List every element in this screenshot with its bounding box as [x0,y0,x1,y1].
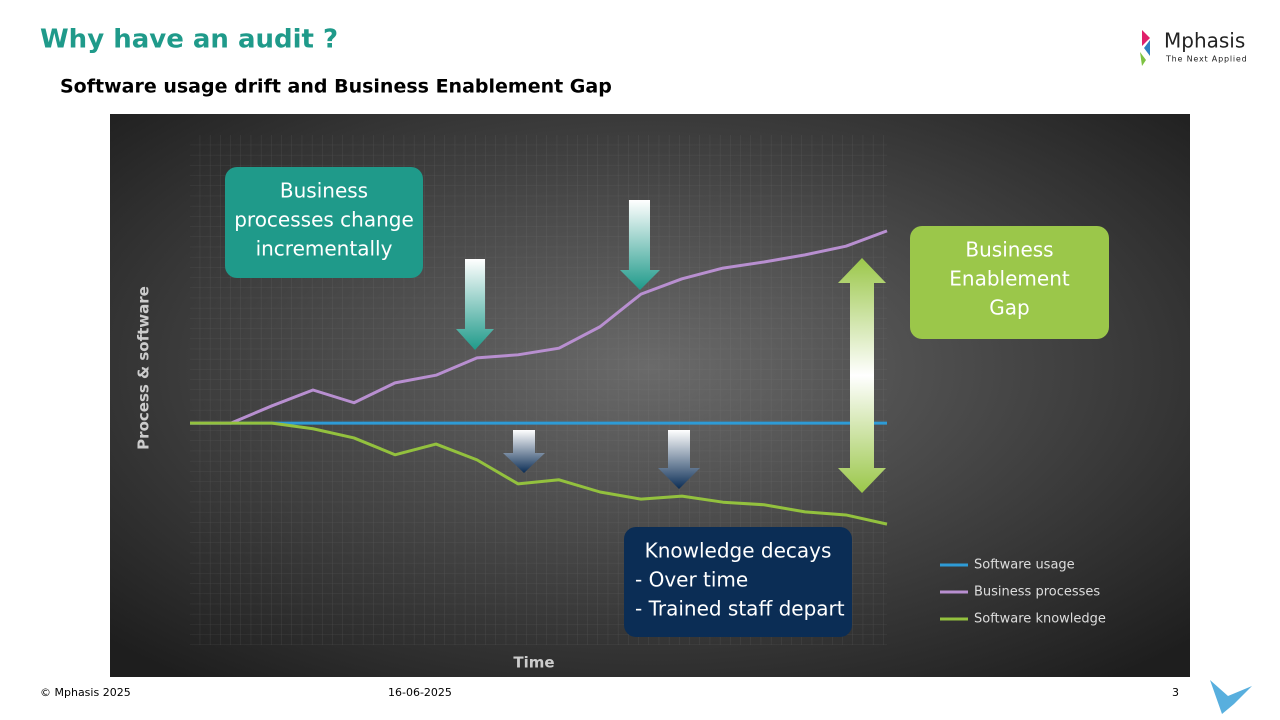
callout-box [910,226,1109,339]
footer-copyright: © Mphasis 2025 [40,686,131,699]
callout-text: - Trained staff depart [635,597,845,621]
callout-text: Enablement [949,267,1070,291]
legend-label: Software usage [974,558,1075,573]
series-line [190,421,888,526]
footer-date: 16-06-2025 [388,686,452,699]
callout-box [624,527,852,637]
callout-text: incrementally [256,237,393,261]
callout-text: Knowledge decays [645,539,832,563]
callout-text: processes change [234,208,414,232]
callout-text: - Over time [635,568,748,592]
legend-label: Business processes [974,585,1100,600]
butterfly-icon [1210,680,1252,714]
arrows [456,200,886,493]
logo: Mphasis The Next Applied [1140,29,1247,66]
page-number: 3 [1172,686,1179,699]
series-line [190,229,888,425]
callout-text: Business [965,238,1053,262]
slide-title: Why have an audit ? [40,25,338,55]
callout-text: Business [280,179,368,203]
logo-text: Mphasis [1164,29,1245,53]
y-axis-label: Process & software [135,286,153,450]
callout-text: Gap [989,296,1029,320]
logo-tagline: The Next Applied [1165,55,1247,64]
x-axis-label: Time [513,654,554,672]
legend-label: Software knowledge [974,612,1106,627]
slide-subtitle: Software usage drift and Business Enable… [60,76,612,98]
callout-box [225,167,423,278]
